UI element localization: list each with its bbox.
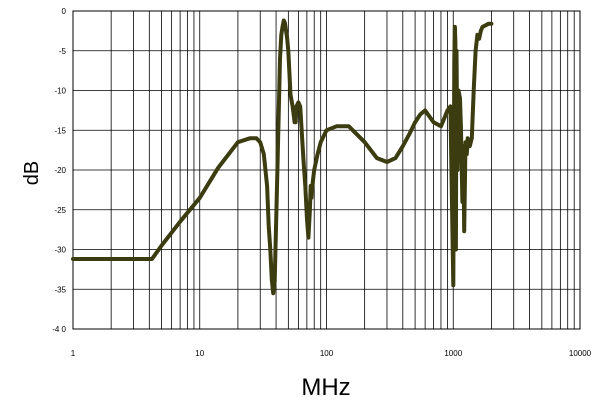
x-tick-labels: 1 10 100 1000 10000: [71, 349, 592, 358]
y-axis-title: dB: [21, 161, 43, 185]
x-tick-label: 1: [71, 349, 76, 358]
y-tick-label: -5: [59, 47, 67, 56]
series-layer: [71, 18, 494, 296]
series-line-1: [71, 18, 494, 296]
x-tick-label: 1000: [444, 349, 462, 358]
x-axis-title: MHz: [301, 374, 350, 401]
grid: [72, 10, 580, 330]
y-tick-label: 0: [62, 7, 67, 16]
y-tick-label: -4 0: [52, 325, 66, 334]
y-tick-labels: 0 -5 -10 -15 -20 -25 -30 -35 -4 0: [52, 7, 66, 334]
x-tick-label: 10: [195, 349, 204, 358]
y-tick-label: -35: [54, 285, 66, 294]
y-tick-label: -30: [54, 246, 66, 255]
y-tick-label: -25: [54, 206, 66, 215]
x-tick-label: 100: [320, 349, 334, 358]
x-tick-label: 10000: [569, 349, 592, 358]
y-tick-label: -20: [54, 166, 66, 175]
y-tick-label: -10: [54, 87, 66, 96]
y-tick-label: -15: [54, 126, 66, 135]
